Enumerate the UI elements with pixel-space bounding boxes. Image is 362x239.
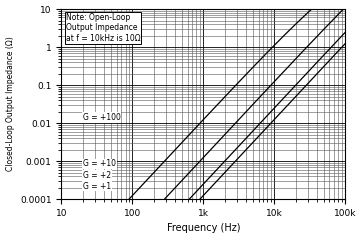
Text: G = +100: G = +100	[83, 113, 121, 122]
Text: G = +10: G = +10	[83, 159, 116, 168]
Text: G = +2: G = +2	[83, 171, 111, 180]
Y-axis label: Closed-Loop Output Impedance (Ω): Closed-Loop Output Impedance (Ω)	[5, 37, 14, 172]
Text: Note: Open-Loop
Output Impedance
at f = 10kHz is 10Ω: Note: Open-Loop Output Impedance at f = …	[66, 13, 140, 43]
X-axis label: Frequency (Hz): Frequency (Hz)	[167, 223, 240, 234]
Text: G = +1: G = +1	[83, 182, 111, 191]
